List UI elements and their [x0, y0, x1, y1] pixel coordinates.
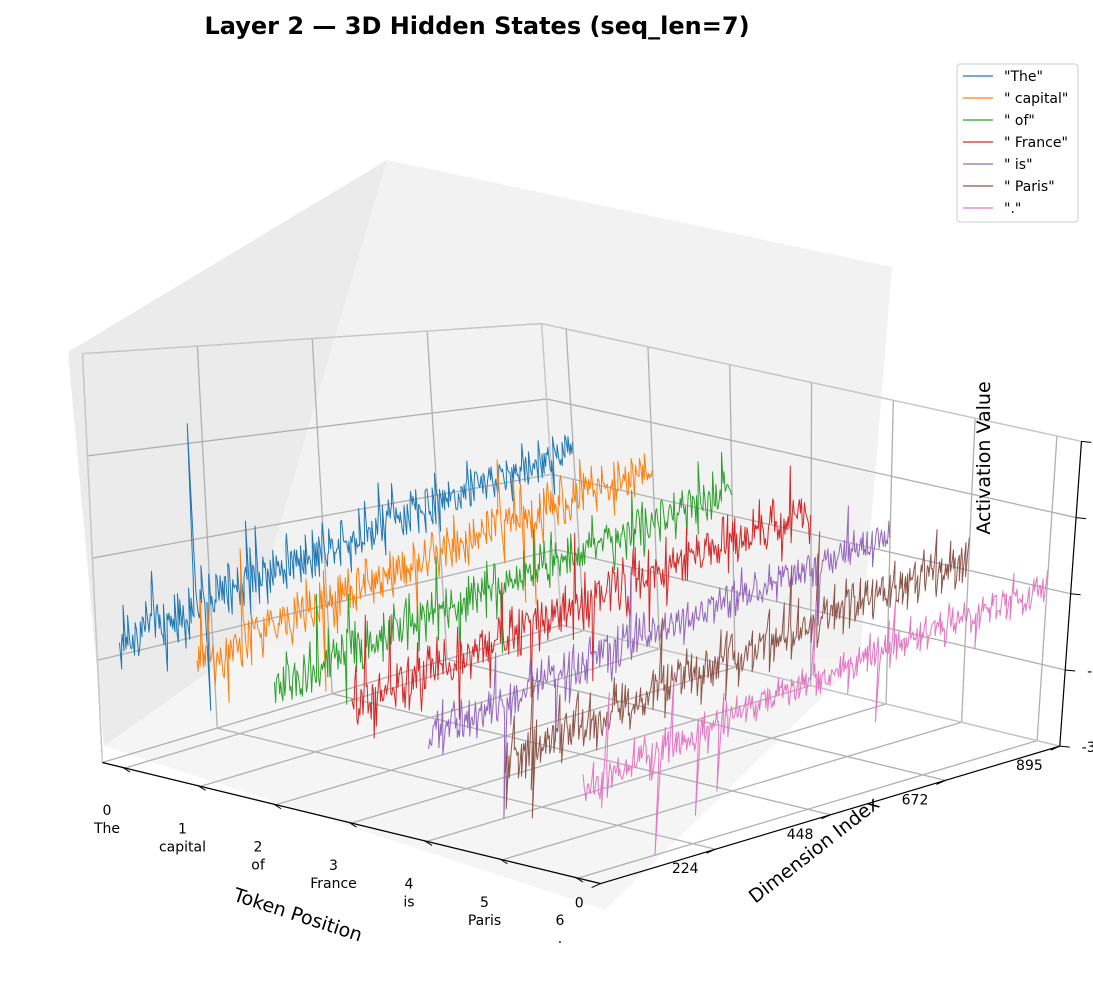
x-tick-mark [574, 876, 584, 883]
x-tick-token: capital [159, 839, 206, 855]
legend: "The" " capital" " of" " France" " is" " Pari… [956, 63, 1079, 223]
series-line [273, 452, 732, 705]
x-tick-token: . [558, 931, 562, 947]
legend-entry: " France" [1004, 135, 1068, 151]
y-tick-mark [936, 779, 946, 785]
z-tick-mark [1059, 745, 1070, 748]
y-tick-mark [591, 883, 601, 889]
z-tick-label: -3.14 [1082, 740, 1093, 756]
x-tick-label: 6 [556, 913, 565, 929]
x-tick-label: 0 [103, 803, 112, 819]
series-line [582, 570, 1049, 856]
x-tick-token: is [403, 894, 414, 910]
y-tick-label: 224 [672, 861, 699, 877]
chart-title: Layer 2 — 3D Hidden States (seq_len=7) [204, 12, 749, 40]
y-tick-label: 672 [902, 792, 929, 808]
x-tick-mark [121, 766, 131, 773]
grid-line [729, 364, 736, 668]
x-tick-mark [348, 821, 357, 828]
grid-line [885, 400, 894, 704]
grid-line [102, 624, 562, 764]
legend-entry: " is" [1004, 157, 1033, 173]
z-tick-mark [1076, 517, 1087, 520]
x-tick-label: 1 [178, 821, 187, 837]
pane-edge [81, 353, 103, 763]
legend-entry: " capital" [1004, 91, 1068, 107]
x-tick-label: 4 [405, 876, 414, 892]
x-tick-token: The [93, 821, 120, 837]
series-line [196, 453, 653, 703]
grid-line [332, 693, 831, 816]
left-pane [68, 160, 387, 746]
x-tick-mark [499, 858, 508, 865]
z-tick-mark [1081, 440, 1092, 443]
z-tick-mark [1070, 593, 1081, 596]
floor-pane [104, 647, 860, 910]
x-tick-token: Paris [468, 913, 501, 929]
y-axis-label: Dimension Index [745, 793, 884, 908]
y-tick-mark [1050, 745, 1060, 751]
x-tick-label: 3 [329, 858, 338, 874]
y-tick-label: 895 [1016, 758, 1043, 774]
legend-entry: " of" [1004, 113, 1035, 129]
x-tick-mark [423, 839, 433, 846]
series-line [351, 465, 812, 739]
series-line [504, 529, 970, 819]
grid-line [647, 346, 661, 649]
grid-line [960, 418, 976, 723]
z-axis-label: Activation Value [973, 381, 995, 534]
legend-entry: "The" [1004, 69, 1043, 85]
grid-line [217, 727, 716, 850]
legend-entry: "." [1004, 201, 1021, 217]
pane-edge [82, 323, 542, 355]
x-axis-line [102, 761, 601, 885]
z-tick-label: -1.47 [1087, 664, 1093, 680]
x-tick-mark [197, 784, 206, 791]
legend-entry: " Paris" [1004, 179, 1055, 195]
x-axis-label: Token Position [230, 884, 365, 947]
series-line [428, 505, 891, 819]
pane-edge [541, 323, 1082, 442]
axes: 0 The 1 capital 2 of 3 France 4 is 5 Paris 6. 0 224 448… [93, 440, 1093, 947]
pane-edge [541, 323, 562, 626]
series-lines [119, 423, 1049, 856]
x-tick-label: 5 [480, 895, 489, 911]
x-tick-token: France [310, 876, 357, 892]
y-tick-mark [821, 814, 831, 820]
x-tick-mark [272, 803, 282, 810]
y-tick-label: 0 [575, 896, 584, 912]
grid-line [446, 658, 946, 782]
grid-line [1036, 435, 1058, 741]
y-tick-mark [706, 848, 716, 854]
z-tick-mark [1065, 669, 1076, 672]
grid-line [565, 328, 585, 631]
y-tick-label: 448 [787, 827, 814, 843]
x-tick-token: of [251, 858, 266, 874]
legend-frame [956, 63, 1079, 223]
pane-edge [561, 624, 1060, 747]
x-tick-label: 2 [254, 840, 263, 856]
